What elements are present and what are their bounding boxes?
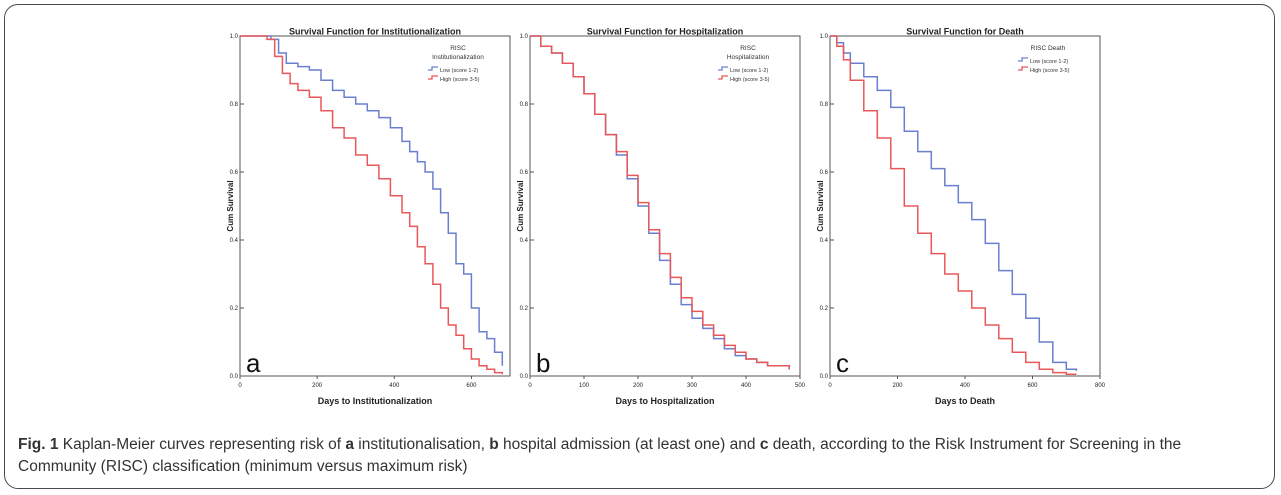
- y-tick-label: 0.4: [820, 238, 829, 244]
- caption-panel-ref: b: [489, 436, 499, 453]
- legend-title: RISC: [450, 45, 466, 52]
- legend-swatch-low: [428, 66, 438, 71]
- y-tick-label: 0.4: [520, 238, 529, 244]
- y-tick-label: 0.2: [520, 306, 529, 312]
- y-tick-label: 0.0: [520, 374, 529, 380]
- plot-frame: [529, 35, 801, 377]
- x-tick-label: 0: [828, 383, 832, 389]
- caption-panel-ref: a: [345, 436, 354, 453]
- legend-label: High (score 3-5): [440, 77, 480, 83]
- caption-label: Fig. 1: [18, 436, 59, 453]
- x-tick-label: 400: [741, 383, 752, 389]
- y-axis-label: Cum Survival: [816, 180, 825, 231]
- x-tick-label: 100: [579, 383, 590, 389]
- legend-label: High (score 3-5): [1030, 68, 1070, 74]
- y-tick-label: 0.8: [230, 102, 239, 108]
- figure-caption: Fig. 1 Kaplan-Meier curves representing …: [18, 434, 1258, 478]
- chart-c: Survival Function for Death 0.0 0.2 0.4 0.6 0…: [816, 28, 1106, 406]
- y-tick-label: 0.4: [230, 238, 239, 244]
- x-tick-label: 200: [633, 383, 644, 389]
- legend-swatch-high: [428, 75, 438, 80]
- panel-letter: a: [246, 348, 261, 378]
- caption-text: death, according to the Risk Instrument …: [18, 436, 1182, 475]
- chart-title: Survival Function for Hospitalization: [587, 28, 744, 36]
- y-tick-label: 0.8: [820, 102, 829, 108]
- y-tick-label: 1.0: [520, 34, 529, 40]
- series-line-high: [830, 35, 1077, 376]
- legend-swatch-high: [718, 75, 728, 80]
- legend-swatch-high: [1018, 66, 1028, 71]
- y-tick-label: 1.0: [820, 34, 829, 40]
- legend-title: Hospitalization: [727, 54, 770, 61]
- panel-letter: b: [536, 348, 550, 378]
- chart-title: Survival Function for Death: [906, 28, 1024, 36]
- y-tick-label: 0.0: [230, 374, 239, 380]
- legend-label: Low (score 1-2): [730, 68, 768, 74]
- x-tick-label: 400: [960, 383, 971, 389]
- x-tick-label: 600: [466, 383, 477, 389]
- x-axis-label: Days to Institutionalization: [318, 396, 433, 406]
- figure-frame: [4, 4, 1275, 489]
- legend-title: Institutionalization: [432, 54, 484, 61]
- x-tick-label: 200: [312, 383, 323, 389]
- caption-body: Kaplan-Meier curves representing risk of…: [18, 436, 1181, 475]
- x-tick-label: 600: [1027, 383, 1038, 389]
- x-tick-label: 300: [687, 383, 698, 389]
- plot-frame: [239, 35, 511, 377]
- y-tick-label: 0.0: [820, 374, 829, 380]
- legend-title: RISC Death: [1031, 45, 1066, 52]
- x-tick-label: 0: [528, 383, 532, 389]
- y-axis-label: Cum Survival: [516, 180, 525, 231]
- legend-label: Low (score 1-2): [1030, 59, 1068, 65]
- chart-b: Survival Function for Hospitalization 0.0…: [516, 28, 806, 406]
- x-tick-label: 500: [795, 383, 806, 389]
- chart-title: Survival Function for Institutionalizati…: [289, 28, 461, 36]
- legend-label: High (score 3-5): [730, 77, 770, 83]
- panel-c: Survival Function for Death 0.0 0.2 0.4 0.6 0…: [816, 28, 1116, 428]
- y-tick-label: 1.0: [230, 34, 239, 40]
- legend-swatch-low: [1018, 57, 1028, 62]
- caption-text: institutionalisation,: [353, 436, 490, 453]
- y-tick-label: 0.6: [520, 170, 529, 176]
- chart-a: Survival Function for Institutionalizati…: [226, 28, 511, 406]
- legend-label: Low (score 1-2): [440, 68, 478, 74]
- series-line-low: [830, 35, 1078, 371]
- legend-title: RISC: [740, 45, 756, 52]
- y-tick-label: 0.6: [820, 170, 829, 176]
- plot-frame: [829, 35, 1101, 377]
- x-axis-label: Days to Hospitalization: [615, 396, 714, 406]
- series-line-low: [530, 35, 790, 370]
- panel-a: Survival Function for Institutionalizati…: [226, 28, 526, 428]
- caption-text: hospital admission (at least one) and: [498, 436, 760, 453]
- x-tick-label: 400: [389, 383, 400, 389]
- series-line-high: [240, 35, 504, 375]
- x-tick-label: 800: [1095, 383, 1106, 389]
- y-axis-label: Cum Survival: [226, 180, 235, 231]
- panel-letter: c: [836, 348, 849, 378]
- legend-swatch-low: [718, 66, 728, 71]
- x-axis-label: Days to Death: [935, 396, 995, 406]
- caption-panel-ref: c: [759, 436, 769, 453]
- x-tick-label: 200: [892, 383, 903, 389]
- y-tick-label: 0.6: [230, 170, 239, 176]
- series-line-high: [530, 35, 790, 370]
- y-tick-label: 0.2: [230, 306, 239, 312]
- y-tick-label: 0.2: [820, 306, 829, 312]
- panel-b: Survival Function for Hospitalization 0.0…: [516, 28, 816, 428]
- caption-text: Kaplan-Meier curves representing risk of: [58, 436, 346, 453]
- series-line-low: [240, 35, 504, 366]
- y-tick-label: 0.8: [520, 102, 529, 108]
- x-tick-label: 0: [238, 383, 242, 389]
